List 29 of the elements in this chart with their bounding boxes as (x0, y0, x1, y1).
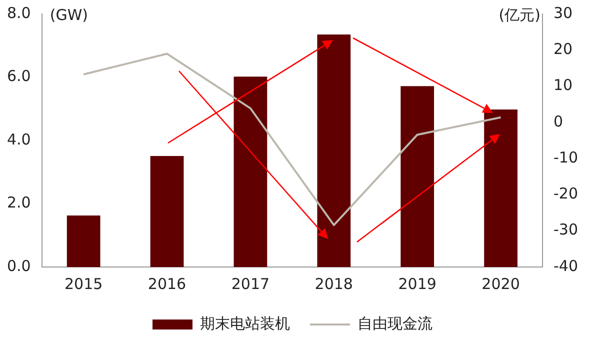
bar (234, 76, 268, 267)
x-tick-label: 2017 (231, 274, 270, 293)
legend-label: 期末电站装机 (200, 314, 290, 332)
x-tick-label: 2019 (398, 274, 436, 293)
y2-tick-label: -10 (554, 148, 578, 166)
y-tick-label: 4.0 (6, 130, 31, 148)
bar (400, 86, 434, 267)
y-tick-label: 0.0 (6, 256, 31, 275)
y2-tick-label: -20 (554, 184, 578, 203)
x-tick-label: 2018 (314, 274, 353, 293)
x-tick-label: 2020 (482, 274, 520, 293)
y2-axis-title: (亿元) (498, 6, 540, 24)
legend-label: 自由现金流 (358, 314, 432, 332)
bar (150, 156, 184, 267)
y-tick-label: 2.0 (6, 194, 31, 212)
y2-tick-label: 10 (554, 76, 573, 94)
y2-tick-label: -40 (554, 256, 578, 275)
y2-tick-label: 0 (554, 112, 564, 130)
x-tick-label: 2016 (148, 274, 186, 293)
y-axis-title: (GW) (50, 6, 88, 24)
bar (484, 110, 518, 267)
y2-tick-label: -30 (554, 220, 578, 239)
y-tick-label: 6.0 (6, 67, 31, 86)
y2-tick-label: 30 (554, 4, 573, 22)
bar (66, 215, 100, 267)
y-tick-label: 8.0 (6, 4, 31, 22)
x-tick-label: 2015 (64, 274, 103, 293)
bar (317, 34, 351, 267)
y2-tick-label: 20 (554, 40, 573, 58)
